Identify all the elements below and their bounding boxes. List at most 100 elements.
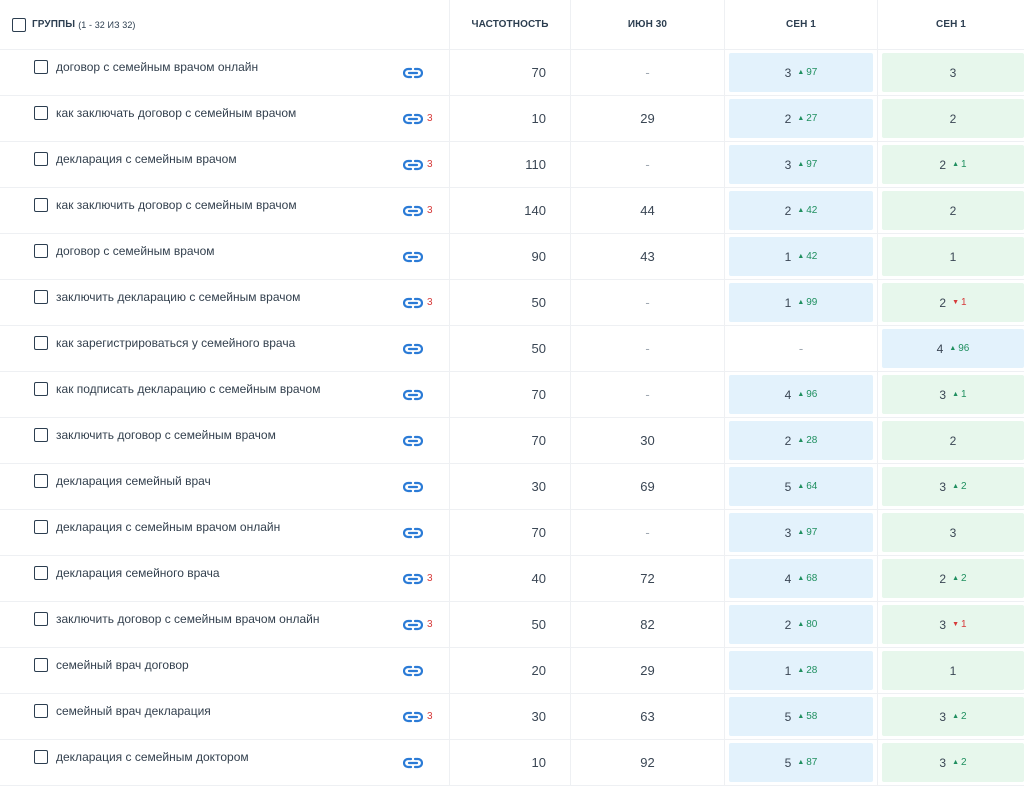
row-checkbox[interactable] (34, 382, 48, 396)
row-checkbox[interactable] (34, 428, 48, 442)
table-row[interactable]: декларация семейного врача 3 40 72 4 ▲ 68 2 ▲ 2 (0, 556, 1024, 602)
cell-jun30: 30 (570, 418, 724, 463)
rank-pill[interactable]: 3 (882, 53, 1024, 92)
cell-frequency: 30 (449, 464, 570, 509)
link-button[interactable] (403, 372, 423, 417)
link-button[interactable] (403, 326, 423, 371)
header-jun30[interactable]: ИЮН 30 (570, 0, 724, 49)
header-groups-label[interactable]: ГРУППЫ (32, 19, 76, 30)
row-checkbox[interactable] (34, 704, 48, 718)
table-row[interactable]: как подписать декларацию с семейным врач… (0, 372, 1024, 418)
table-row[interactable]: как заключать договор с семейным врачом 3… (0, 96, 1024, 142)
keyword-label-wrap: семейный врач договор (34, 658, 189, 672)
row-checkbox[interactable] (34, 750, 48, 764)
row-checkbox[interactable] (34, 244, 48, 258)
link-button[interactable]: 3 (403, 694, 433, 739)
header-sep1-b[interactable]: СЕН 1 (877, 0, 1024, 49)
table-row[interactable]: семейный врач договор 20 29 1 ▲ 28 1 (0, 648, 1024, 694)
row-checkbox[interactable] (34, 474, 48, 488)
row-checkbox[interactable] (34, 152, 48, 166)
keyword-label-wrap: как заключить договор с семейным врачом (34, 198, 297, 212)
link-button[interactable]: 3 (403, 96, 433, 141)
link-icon (403, 619, 423, 631)
rank-pill[interactable]: 3 (882, 513, 1024, 552)
rank-pill[interactable]: 2 ▲ 42 (729, 191, 873, 230)
rank-change-value: 1 (961, 389, 967, 400)
rank-pill[interactable]: 2 ▲ 28 (729, 421, 873, 460)
link-icon (403, 251, 423, 263)
rank-pill[interactable]: 1 (882, 237, 1024, 276)
rank-pill[interactable]: 3 ▲ 2 (882, 697, 1024, 736)
table-row[interactable]: договор с семейным врачом онлайн 70 - 3 ▲ 97 3 (0, 50, 1024, 96)
table-row[interactable]: как заключить договор с семейным врачом 3… (0, 188, 1024, 234)
link-button[interactable] (403, 50, 423, 95)
link-button[interactable]: 3 (403, 142, 433, 187)
select-all-checkbox[interactable] (12, 17, 26, 32)
row-checkbox[interactable] (34, 60, 48, 74)
rank-pill[interactable]: 1 (882, 651, 1024, 690)
rank-pill[interactable]: 5 ▲ 58 (729, 697, 873, 736)
rank-change-value: 1 (961, 159, 967, 170)
table-row[interactable]: декларация с семейным врачом 3 110-3 ▲ 97 2 ▲ 1 (0, 142, 1024, 188)
rank-pill[interactable]: 3 ▲ 97 (729, 513, 873, 552)
cell-frequency: 70 (449, 418, 570, 463)
table-row[interactable]: заключить договор с семейным врачом 70 30 2… (0, 418, 1024, 464)
link-button[interactable] (403, 740, 423, 785)
keyword-label-wrap: декларация с семейным доктором (34, 750, 249, 764)
rank-pill[interactable]: 1 ▲ 28 (729, 651, 873, 690)
link-button[interactable]: 3 (403, 188, 433, 233)
row-checkbox[interactable] (34, 336, 48, 350)
cell-frequency: 50 (449, 280, 570, 325)
rank-pill[interactable]: 2 (882, 99, 1024, 138)
rank-pill[interactable]: 4 ▲ 96 (882, 329, 1024, 368)
table-row[interactable]: декларация с семейным доктором 10 92 5 ▲ 87 3 ▲… (0, 740, 1024, 786)
row-checkbox[interactable] (34, 566, 48, 580)
rank-pill[interactable]: 5 ▲ 87 (729, 743, 873, 782)
rank-pill[interactable]: 2 ▼ 1 (882, 283, 1024, 322)
rank-pill[interactable]: 2 ▲ 27 (729, 99, 873, 138)
rank-pill[interactable]: 2 ▲ 1 (882, 145, 1024, 184)
table-row[interactable]: декларация семейный врач 30 69 5 ▲ 64 3 ▲ 2 (0, 464, 1024, 510)
link-button[interactable] (403, 464, 423, 509)
table-row[interactable]: заключить декларацию с семейным врачом 3 5… (0, 280, 1024, 326)
rank-pill[interactable]: 3 ▲ 97 (729, 145, 873, 184)
rank-pill[interactable]: 4 ▲ 68 (729, 559, 873, 598)
row-checkbox[interactable] (34, 198, 48, 212)
rank-pill[interactable]: - (729, 329, 873, 368)
rank-pill[interactable]: 3 ▲ 2 (882, 743, 1024, 782)
row-checkbox[interactable] (34, 520, 48, 534)
rank-pill[interactable]: 3 ▲ 97 (729, 53, 873, 92)
row-checkbox[interactable] (34, 612, 48, 626)
table-row[interactable]: заключить договор с семейным врачом онла… (0, 602, 1024, 648)
rank-pill[interactable]: 2 ▲ 80 (729, 605, 873, 644)
row-checkbox[interactable] (34, 106, 48, 120)
rank-value: 3 (949, 525, 957, 540)
link-button[interactable] (403, 648, 423, 693)
table-row[interactable]: как зарегистрироваться у семейного врача… (0, 326, 1024, 372)
table-row[interactable]: договор с семейным врачом 90 43 1 ▲ 42 1 (0, 234, 1024, 280)
rank-pill[interactable]: 3 ▲ 1 (882, 375, 1024, 414)
link-button[interactable]: 3 (403, 280, 433, 325)
link-button[interactable] (403, 510, 423, 555)
rank-pill[interactable]: 2 (882, 421, 1024, 460)
link-button[interactable] (403, 418, 423, 463)
link-button[interactable]: 3 (403, 556, 433, 601)
jun30-value: 43 (640, 249, 655, 264)
rank-pill[interactable]: 4 ▲ 96 (729, 375, 873, 414)
link-button[interactable]: 3 (403, 602, 433, 647)
header-sep1-a[interactable]: СЕН 1 (724, 0, 877, 49)
cell-keyword: заключить договор с семейным врачом онла… (0, 602, 449, 647)
table-row[interactable]: семейный врач декларация 3 30 63 5 ▲ 58 3 ▲ 2 (0, 694, 1024, 740)
rank-pill[interactable]: 1 ▲ 42 (729, 237, 873, 276)
header-frequency[interactable]: ЧАСТОТНОСТЬ (449, 0, 570, 49)
table-row[interactable]: декларация с семейным врачом онлайн 70 - 3 ▲… (0, 510, 1024, 556)
rank-pill[interactable]: 2 ▲ 2 (882, 559, 1024, 598)
row-checkbox[interactable] (34, 658, 48, 672)
link-button[interactable] (403, 234, 423, 279)
row-checkbox[interactable] (34, 290, 48, 304)
rank-pill[interactable]: 3 ▲ 2 (882, 467, 1024, 506)
rank-pill[interactable]: 3 ▼ 1 (882, 605, 1024, 644)
rank-pill[interactable]: 1 ▲ 99 (729, 283, 873, 322)
rank-pill[interactable]: 2 (882, 191, 1024, 230)
rank-pill[interactable]: 5 ▲ 64 (729, 467, 873, 506)
